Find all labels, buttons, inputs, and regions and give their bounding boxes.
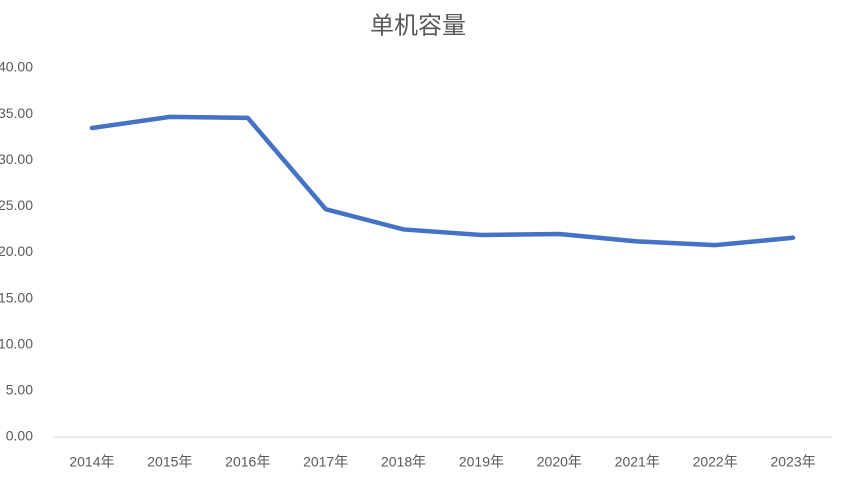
x-tick-label: 2014年 — [69, 454, 114, 470]
y-tick-label: 20.00 — [0, 243, 33, 259]
y-tick-label: 30.00 — [0, 151, 33, 167]
x-tick-label: 2015年 — [147, 454, 192, 470]
y-tick-label: 15.00 — [0, 289, 33, 305]
x-tick-label: 2016年 — [225, 454, 270, 470]
x-tick-label: 2020年 — [537, 454, 582, 470]
y-tick-label: 25.00 — [0, 197, 33, 213]
x-tick-label: 2023年 — [770, 454, 815, 470]
x-tick-label: 2018年 — [381, 454, 426, 470]
x-tick-label: 2019年 — [459, 454, 504, 470]
y-tick-label: 10.00 — [0, 335, 33, 351]
x-tick-label: 2022年 — [693, 454, 738, 470]
x-tick-label: 2017年 — [303, 454, 348, 470]
y-tick-label: 5.00 — [6, 382, 33, 398]
y-tick-label: 35.00 — [0, 105, 33, 121]
y-tick-label: 0.00 — [6, 428, 33, 444]
chart-title: 单机容量 — [370, 12, 466, 39]
y-tick-label: 40.00 — [0, 59, 33, 75]
x-tick-label: 2021年 — [615, 454, 660, 470]
line-series — [89, 114, 796, 248]
